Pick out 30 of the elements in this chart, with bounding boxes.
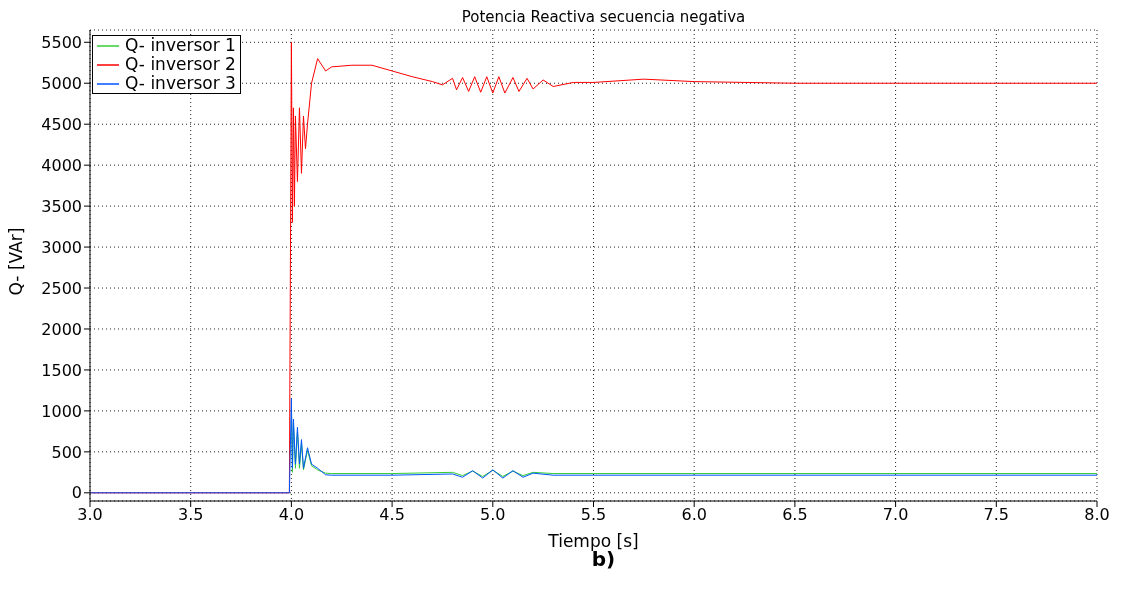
x-tick-label: 6.0 <box>681 505 707 525</box>
y-tick-label: 5500 <box>41 32 82 52</box>
x-tick-label: 3.0 <box>77 505 103 525</box>
line-series <box>90 398 1097 494</box>
x-tick-label: 5.0 <box>480 505 506 525</box>
x-axis-title: Tiempo [s] <box>547 531 639 551</box>
x-tick-label: 7.0 <box>882 505 909 525</box>
chart-title: Potencia Reactiva secuencia negativa <box>460 8 747 26</box>
y-tick-label: 5000 <box>41 73 82 93</box>
legend-label: Q- inversor 3 <box>125 73 236 93</box>
x-tick-label: 4.5 <box>379 505 405 525</box>
x-tick-label: 6.5 <box>782 505 808 525</box>
y-axis-title: Q- [VAr] <box>6 227 27 296</box>
legend-label: Q- inversor 2 <box>125 54 236 74</box>
y-tick-label: 4000 <box>41 155 82 175</box>
legend-label: Q- inversor 1 <box>125 35 236 55</box>
x-tick-label: 7.5 <box>983 505 1010 525</box>
y-tick-label: 500 <box>51 442 82 462</box>
x-tick-label: 4.0 <box>278 505 305 525</box>
y-tick-label: 2000 <box>41 319 82 339</box>
y-tick-label: 4500 <box>41 114 82 134</box>
x-tick-label: 5.5 <box>580 505 607 525</box>
y-tick-label: 3000 <box>41 237 82 257</box>
y-tick-label: 2500 <box>41 278 82 298</box>
y-tick-label: 3500 <box>41 196 82 216</box>
x-tick-label: 8.0 <box>1084 505 1110 525</box>
y-tick-label: 1500 <box>41 360 82 380</box>
y-tick-label: 1000 <box>41 401 82 421</box>
y-tick-label: 0 <box>71 483 82 503</box>
x-tick-label: 3.5 <box>177 505 204 525</box>
